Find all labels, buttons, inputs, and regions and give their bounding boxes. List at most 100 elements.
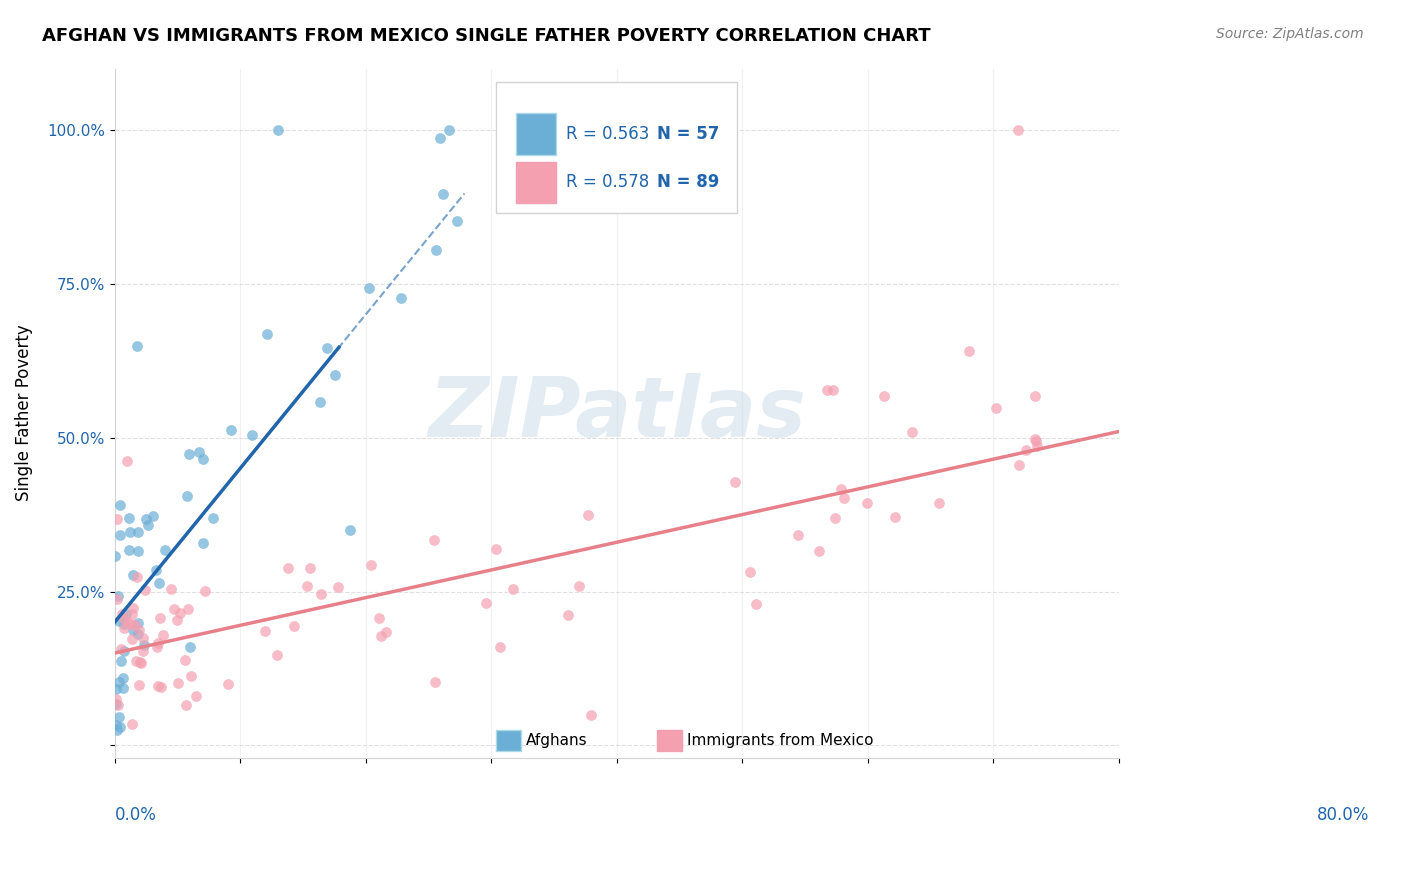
Point <box>108 675 131 690</box>
Point <box>127 627 149 641</box>
Point <box>134 583 156 598</box>
Point <box>146 636 169 650</box>
Point <box>127 339 149 353</box>
Point <box>295 579 318 593</box>
Point <box>299 561 322 575</box>
Point <box>136 517 159 532</box>
Point <box>127 615 149 630</box>
Point <box>316 342 339 356</box>
Point <box>129 655 152 669</box>
Point <box>176 489 198 503</box>
Text: Afghans: Afghans <box>526 733 588 747</box>
Point <box>174 698 197 713</box>
Point <box>437 123 460 137</box>
Point <box>219 423 242 437</box>
Point <box>107 589 129 603</box>
Point <box>339 523 361 537</box>
Point <box>112 671 135 685</box>
Point <box>423 675 446 690</box>
Text: N = 57: N = 57 <box>657 125 718 143</box>
Point <box>425 244 447 258</box>
Point <box>121 601 143 615</box>
Point <box>374 625 396 640</box>
Point <box>169 607 191 621</box>
Point <box>110 641 132 656</box>
Point <box>122 623 145 637</box>
Point <box>824 510 846 524</box>
Point <box>576 508 599 523</box>
Point <box>1007 458 1029 473</box>
Point <box>108 709 131 723</box>
Point <box>149 680 172 694</box>
Point <box>309 394 332 409</box>
FancyBboxPatch shape <box>496 730 522 751</box>
Point <box>928 496 950 510</box>
Point <box>107 698 129 712</box>
Point <box>186 690 208 704</box>
Point <box>108 528 131 542</box>
Point <box>194 584 217 599</box>
Point <box>884 509 907 524</box>
Point <box>1024 433 1046 447</box>
Point <box>309 587 332 601</box>
FancyBboxPatch shape <box>657 730 682 751</box>
Point <box>124 617 146 632</box>
Point <box>568 579 591 593</box>
Point <box>117 615 139 630</box>
Point <box>162 602 184 616</box>
Text: 80.0%: 80.0% <box>1317 805 1369 823</box>
Point <box>104 692 127 706</box>
Point <box>152 628 174 642</box>
Point <box>146 640 169 655</box>
Point <box>429 131 451 145</box>
Point <box>112 643 135 657</box>
Point <box>446 214 468 228</box>
Point <box>118 542 141 557</box>
Text: 0.0%: 0.0% <box>115 805 156 823</box>
Y-axis label: Single Father Poverty: Single Father Poverty <box>15 325 32 501</box>
Point <box>148 575 170 590</box>
Point <box>277 561 299 575</box>
Point <box>132 643 155 657</box>
Point <box>118 510 141 524</box>
Point <box>856 496 879 510</box>
FancyBboxPatch shape <box>516 113 557 154</box>
Point <box>370 629 392 643</box>
Point <box>129 656 152 670</box>
Point <box>148 679 170 693</box>
Point <box>821 383 844 397</box>
Text: N = 89: N = 89 <box>657 173 718 191</box>
Point <box>108 721 131 735</box>
Point <box>830 482 852 496</box>
Point <box>104 549 127 563</box>
Point <box>128 678 150 692</box>
Point <box>145 563 167 577</box>
FancyBboxPatch shape <box>496 82 737 213</box>
Point <box>121 632 143 646</box>
Point <box>328 580 350 594</box>
Point <box>1015 442 1038 457</box>
Point <box>159 582 181 596</box>
Point <box>360 558 382 573</box>
Point <box>740 565 762 579</box>
Point <box>110 654 132 668</box>
Point <box>367 611 389 625</box>
Point <box>323 368 346 382</box>
Text: Source: ZipAtlas.com: Source: ZipAtlas.com <box>1216 27 1364 41</box>
Point <box>132 631 155 645</box>
Point <box>1007 123 1029 137</box>
Point <box>128 623 150 637</box>
Point <box>432 186 454 201</box>
Point <box>124 655 146 669</box>
Point <box>104 681 127 696</box>
Point <box>191 451 214 466</box>
Point <box>253 624 276 638</box>
Point <box>112 612 135 626</box>
Point <box>724 475 747 490</box>
Point <box>166 613 188 627</box>
Text: AFGHAN VS IMMIGRANTS FROM MEXICO SINGLE FATHER POVERTY CORRELATION CHART: AFGHAN VS IMMIGRANTS FROM MEXICO SINGLE … <box>42 27 931 45</box>
Point <box>815 384 838 398</box>
Point <box>266 648 288 663</box>
Point <box>112 681 135 696</box>
Point <box>105 718 128 732</box>
